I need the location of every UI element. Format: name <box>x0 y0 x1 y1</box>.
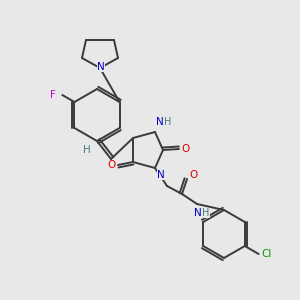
Text: H: H <box>202 208 210 218</box>
Text: H: H <box>83 145 91 155</box>
Text: N: N <box>156 117 164 127</box>
Text: O: O <box>182 144 190 154</box>
Text: N: N <box>97 62 105 72</box>
Text: N: N <box>157 170 165 180</box>
Text: N: N <box>194 208 202 218</box>
Text: F: F <box>50 90 56 100</box>
Text: O: O <box>107 160 115 170</box>
Text: Cl: Cl <box>262 249 272 259</box>
Text: H: H <box>164 117 172 127</box>
Text: O: O <box>190 170 198 180</box>
